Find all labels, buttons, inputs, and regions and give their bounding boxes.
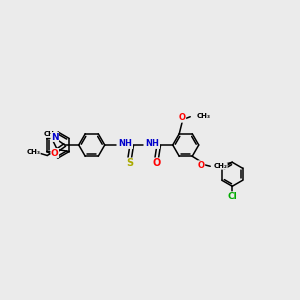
Text: O: O (198, 161, 205, 170)
Text: CH₃: CH₃ (26, 148, 40, 154)
Text: NH: NH (146, 140, 160, 148)
Text: O: O (51, 148, 59, 158)
Text: NH: NH (119, 140, 133, 148)
Text: CH₃: CH₃ (43, 131, 57, 137)
Text: O: O (153, 158, 161, 168)
Text: O: O (179, 113, 186, 122)
Text: Cl: Cl (227, 192, 237, 201)
Text: N: N (51, 133, 59, 142)
Text: S: S (126, 158, 133, 168)
Text: CH₂: CH₂ (213, 163, 227, 169)
Text: CH₃: CH₃ (196, 113, 210, 119)
